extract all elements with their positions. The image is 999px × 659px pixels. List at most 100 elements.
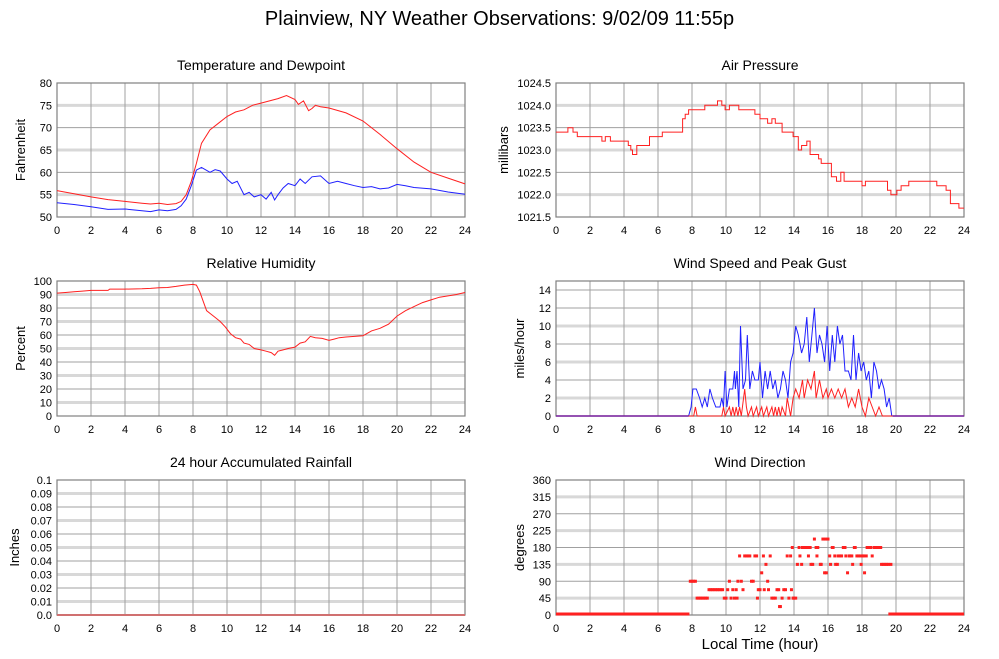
- y-tick-label: 0.04: [31, 556, 52, 568]
- series-point: [843, 546, 847, 549]
- x-tick-label: 14: [788, 225, 800, 237]
- chart-title: Temperature and Dewpoint: [177, 57, 345, 73]
- series-point: [870, 554, 874, 558]
- series-point: [735, 596, 739, 600]
- x-axis-label: Local Time (hour): [702, 636, 819, 653]
- x-tick-label: 8: [689, 424, 695, 436]
- series-point: [717, 588, 721, 592]
- x-tick-label: 8: [689, 225, 695, 237]
- x-tick-label: 18: [357, 225, 369, 237]
- series-point: [828, 554, 832, 558]
- plot-frame: [555, 280, 965, 417]
- series-point: [741, 588, 745, 592]
- series-point: [714, 588, 718, 592]
- x-tick-label: 16: [323, 623, 335, 635]
- series-point: [743, 554, 747, 558]
- y-axis-label: Percent: [13, 326, 28, 371]
- x-tick-label: 4: [122, 225, 128, 237]
- chart-title: Wind Direction: [714, 454, 805, 470]
- series-point: [874, 546, 878, 549]
- series-point: [787, 596, 791, 600]
- x-tick-label: 10: [720, 424, 732, 436]
- y-tick-label: 55: [40, 190, 52, 202]
- series-point: [795, 562, 799, 566]
- x-tick-label: 20: [391, 623, 403, 635]
- series-point: [851, 562, 855, 566]
- x-tick-label: 12: [754, 225, 766, 237]
- y-tick-label: 65: [40, 145, 52, 157]
- series-point: [855, 554, 859, 558]
- series-point: [826, 537, 830, 541]
- series-point: [688, 579, 692, 583]
- series-point: [889, 562, 893, 566]
- x-tick-label: 12: [754, 424, 766, 436]
- series-point: [726, 588, 730, 592]
- series-point: [761, 554, 765, 558]
- x-tick-label: 0: [553, 424, 559, 436]
- y-tick-label: 0.05: [31, 543, 52, 555]
- series-point: [806, 554, 810, 558]
- series-point: [823, 571, 827, 575]
- x-tick-label: 14: [289, 225, 301, 237]
- series-point: [836, 554, 840, 558]
- series-point: [864, 554, 868, 558]
- x-tick-label: 10: [221, 623, 233, 635]
- chart-title: Wind Speed and Peak Gust: [674, 255, 847, 271]
- series-point: [748, 554, 752, 558]
- series-point: [804, 546, 808, 549]
- series-point: [746, 554, 750, 558]
- series-point: [880, 562, 884, 566]
- series-point: [819, 562, 823, 566]
- series-point: [879, 546, 883, 549]
- series-point: [755, 596, 759, 600]
- series-point: [784, 588, 787, 592]
- x-tick-label: 14: [788, 424, 800, 436]
- series-line-relative-humidity: [56, 283, 466, 356]
- series-point: [768, 554, 772, 558]
- x-tick-label: 0: [54, 225, 60, 237]
- y-tick-label: 0.08: [31, 502, 52, 514]
- y-tick-label: 45: [539, 593, 551, 605]
- x-tick-label: 8: [190, 623, 196, 635]
- y-axis-label: millibars: [496, 126, 511, 174]
- series-point: [875, 546, 879, 549]
- x-tick-label: 0: [54, 623, 60, 635]
- x-tick-label: 20: [890, 424, 902, 436]
- chart-pressure: Air Pressure 1021.5 1022.0 1022.5 1023.0 1023…: [496, 57, 970, 237]
- plot-frame: [555, 479, 965, 616]
- series-point: [846, 571, 850, 575]
- x-tick-label: 4: [621, 424, 627, 436]
- y-tick-label: 0.07: [31, 516, 52, 528]
- series-point: [690, 579, 694, 583]
- series-point: [815, 554, 819, 558]
- y-tick-label: 20: [40, 384, 52, 396]
- y-tick-label: 1024.0: [517, 100, 551, 112]
- series-point: [750, 579, 753, 583]
- series-line-dewpoint: [56, 166, 466, 213]
- x-tick-label: 20: [391, 225, 403, 237]
- series-point: [770, 596, 774, 600]
- series-point: [699, 596, 702, 600]
- x-tick-label: 18: [856, 623, 868, 635]
- series-point: [739, 579, 743, 583]
- y-tick-label: 1023.0: [517, 145, 551, 157]
- series-point: [835, 562, 839, 566]
- series-point: [800, 562, 804, 566]
- series-point: [760, 571, 764, 575]
- series-line-wind-speed: [556, 370, 964, 418]
- series-point: [734, 588, 738, 592]
- x-tick-label: 6: [655, 623, 661, 635]
- x-tick-label: 16: [323, 225, 335, 237]
- x-tick-label: 24: [958, 225, 970, 237]
- y-tick-label: 0.01: [31, 597, 52, 609]
- series-point: [773, 596, 777, 600]
- plot-frame: [56, 82, 466, 218]
- x-tick-label: 12: [754, 623, 766, 635]
- series-point: [751, 579, 755, 583]
- y-tick-label: 60: [40, 330, 52, 342]
- series-point: [865, 546, 869, 549]
- series-point: [704, 596, 708, 600]
- x-tick-label: 10: [720, 623, 732, 635]
- y-tick-label: 0.03: [31, 570, 52, 582]
